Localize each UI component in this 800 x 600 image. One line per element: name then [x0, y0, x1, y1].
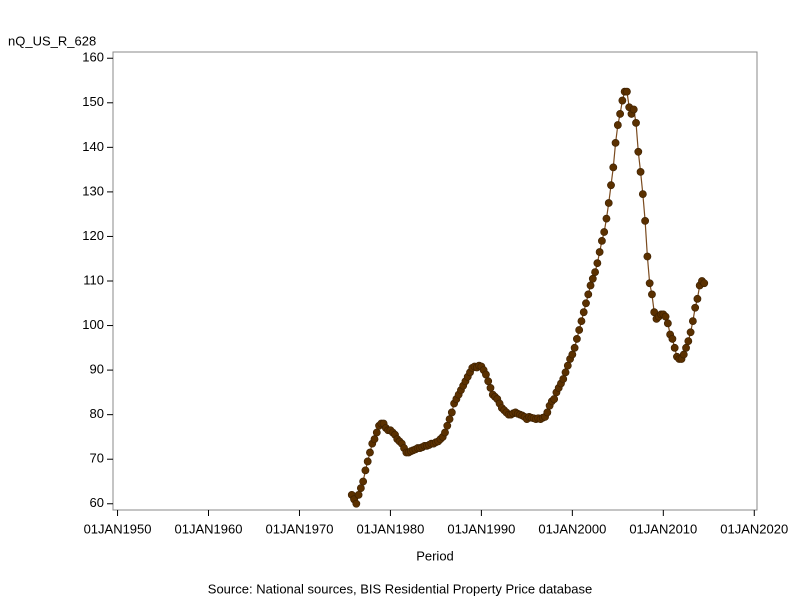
data-point [611, 138, 620, 147]
data-point [643, 252, 652, 261]
y-tick-label: 120 [82, 228, 104, 243]
y-tick-label: 150 [82, 94, 104, 109]
data-point [570, 343, 579, 352]
x-tick-label: 01JAN1980 [356, 521, 424, 536]
data-point [582, 299, 590, 308]
data-point [370, 435, 379, 444]
x-tick-label: 01JAN1970 [265, 521, 333, 536]
data-point [572, 335, 581, 343]
data-point [482, 370, 490, 379]
data-point [634, 147, 643, 156]
data-point [684, 337, 693, 346]
data-point [598, 237, 606, 245]
y-axis-label: nQ_US_R_628 [8, 33, 96, 48]
data-point [352, 499, 361, 508]
data-point [586, 281, 595, 290]
y-tick-label: 160 [82, 50, 104, 65]
data-point [663, 319, 672, 328]
data-point [568, 350, 577, 359]
data-point [613, 121, 622, 129]
data-point [688, 317, 697, 325]
data-point [372, 428, 381, 437]
x-tick-label: 01JAN1960 [175, 521, 243, 536]
data-point [543, 408, 552, 417]
data-point [577, 317, 586, 325]
x-tick-label: 01JAN1990 [447, 521, 515, 536]
data-point [686, 328, 695, 337]
x-tick-label: 01JAN1950 [84, 521, 152, 536]
data-point [700, 279, 709, 288]
data-point [645, 279, 654, 288]
y-tick-label: 130 [82, 183, 104, 198]
data-point [604, 199, 613, 207]
data-point [591, 268, 599, 276]
data-point [668, 335, 677, 343]
data-point [354, 490, 363, 499]
data-point [636, 167, 645, 176]
data-point [648, 290, 656, 299]
x-axis-label: Period [416, 548, 454, 563]
data-point [445, 415, 454, 424]
data-point [670, 343, 679, 352]
y-tick-label: 60 [90, 495, 104, 510]
y-tick-label: 70 [90, 451, 104, 466]
data-point [629, 105, 638, 114]
data-point [616, 110, 625, 118]
data-point [632, 118, 640, 127]
data-point [559, 375, 568, 383]
y-tick-label: 80 [90, 406, 104, 421]
data-point [550, 395, 559, 403]
data-point [609, 163, 618, 172]
data-point [561, 368, 570, 377]
data-point [638, 190, 647, 199]
data-point [602, 214, 611, 223]
data-point [361, 466, 370, 475]
y-tick-label: 140 [82, 139, 104, 154]
y-tick-label: 110 [83, 272, 104, 287]
data-point [363, 457, 372, 466]
data-point [484, 377, 493, 386]
data-point [679, 350, 688, 359]
data-point [618, 96, 627, 105]
data-point [579, 308, 588, 317]
data-point [366, 448, 374, 457]
data-point [693, 294, 702, 303]
data-point [575, 326, 584, 334]
data-point [682, 343, 690, 352]
data-point [691, 303, 700, 312]
data-point [447, 408, 456, 417]
data-point [486, 384, 495, 392]
data-point [443, 421, 452, 430]
data-point [607, 181, 615, 190]
data-point [595, 248, 604, 256]
x-tick-label: 01JAN2020 [720, 521, 788, 536]
data-point [623, 87, 631, 96]
data-point [359, 477, 368, 486]
x-tick-label: 01JAN2010 [629, 521, 697, 536]
data-point [661, 312, 670, 321]
y-tick-label: 90 [90, 362, 104, 377]
data-point [600, 228, 609, 236]
data-point [441, 428, 449, 437]
data-point [588, 274, 597, 283]
data-point [563, 361, 572, 370]
data-point [584, 290, 593, 299]
data-point [593, 259, 602, 268]
data-point [356, 484, 365, 493]
y-tick-label: 100 [82, 317, 104, 332]
x-tick-label: 01JAN2000 [538, 521, 606, 536]
source-note: Source: National sources, BIS Residentia… [208, 581, 592, 596]
data-point [641, 216, 650, 225]
